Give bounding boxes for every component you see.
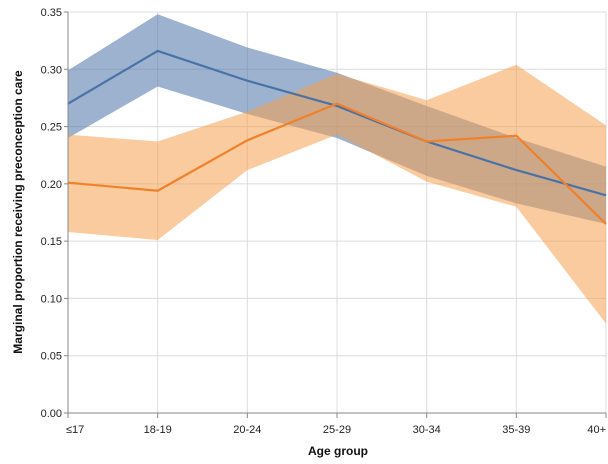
y-tick-label: 0.20 [41, 179, 62, 191]
y-tick-label: 0.35 [41, 7, 62, 19]
x-tick-label: 40+ [587, 424, 606, 436]
x-tick-label: 18-19 [144, 424, 172, 436]
y-tick-label: 0.10 [41, 293, 62, 305]
x-tick-label: 20-24 [233, 424, 261, 436]
x-tick-label: 35-39 [502, 424, 530, 436]
y-tick-label: 0.25 [41, 122, 62, 134]
y-tick-label: 0.00 [41, 408, 62, 420]
y-axis-title: Marginal proportion receiving preconcept… [11, 70, 25, 354]
x-tick-label: ≤17 [66, 424, 84, 436]
y-tick-label: 0.15 [41, 236, 62, 248]
y-tick-label: 0.05 [41, 351, 62, 363]
x-axis-title: Age group [308, 444, 368, 458]
x-tick-label: 25-29 [323, 424, 351, 436]
axes: 0.00 0.05 0.10 0.15 0.20 0.25 0.30 0.35 ≤17 18-19… [41, 7, 607, 436]
series-lines [67, 49, 607, 225]
y-tick-label: 0.30 [41, 64, 62, 76]
x-tick-label: 30-34 [413, 424, 441, 436]
confidence-band-2 [68, 64, 606, 324]
